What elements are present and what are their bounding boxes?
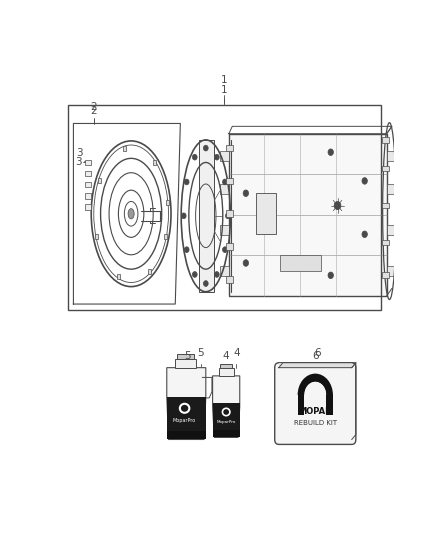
Text: 4: 4 xyxy=(223,351,230,361)
Bar xyxy=(226,243,233,250)
Bar xyxy=(381,137,389,143)
Bar xyxy=(220,365,232,368)
Circle shape xyxy=(215,154,219,160)
Text: 1: 1 xyxy=(221,75,228,85)
Circle shape xyxy=(328,149,333,156)
Bar xyxy=(164,234,167,239)
Text: 5: 5 xyxy=(198,348,204,358)
Bar xyxy=(85,182,92,188)
Bar xyxy=(219,368,233,376)
Bar xyxy=(381,203,389,208)
Text: ®: ® xyxy=(326,407,331,413)
FancyBboxPatch shape xyxy=(275,363,356,445)
Circle shape xyxy=(203,281,208,286)
Text: 2: 2 xyxy=(91,106,97,116)
Bar xyxy=(85,171,92,176)
Circle shape xyxy=(226,213,230,219)
Bar xyxy=(167,431,206,440)
Circle shape xyxy=(362,231,367,238)
Bar xyxy=(95,234,99,239)
Circle shape xyxy=(243,190,249,197)
Bar xyxy=(387,151,395,161)
Text: MOPAR: MOPAR xyxy=(298,407,332,416)
Bar xyxy=(280,255,321,271)
Bar xyxy=(226,177,233,184)
Text: 3: 3 xyxy=(76,148,83,158)
Bar xyxy=(387,225,395,235)
Bar xyxy=(381,272,389,278)
Bar xyxy=(279,363,352,368)
Bar xyxy=(153,160,156,165)
Circle shape xyxy=(334,201,341,209)
Bar xyxy=(85,204,92,209)
Ellipse shape xyxy=(128,208,134,219)
Bar xyxy=(220,151,229,161)
Bar xyxy=(387,266,395,276)
Polygon shape xyxy=(212,376,240,438)
Bar xyxy=(117,274,120,279)
Bar xyxy=(167,397,206,432)
Bar xyxy=(220,184,229,194)
Text: 2: 2 xyxy=(91,102,97,112)
Bar xyxy=(212,402,240,431)
Ellipse shape xyxy=(182,406,187,411)
Bar xyxy=(166,200,169,205)
Bar xyxy=(177,354,194,359)
Bar xyxy=(98,178,101,183)
Wedge shape xyxy=(304,382,326,395)
Bar xyxy=(220,266,229,276)
Bar xyxy=(148,269,151,274)
Bar xyxy=(226,276,233,282)
Text: MoparPro: MoparPro xyxy=(216,420,236,424)
Circle shape xyxy=(203,145,208,151)
Circle shape xyxy=(181,213,186,219)
Circle shape xyxy=(243,260,249,266)
Circle shape xyxy=(184,179,189,185)
Circle shape xyxy=(184,247,189,253)
Bar xyxy=(68,105,381,310)
Circle shape xyxy=(328,272,333,279)
Bar xyxy=(85,193,92,199)
Wedge shape xyxy=(298,374,333,395)
Bar xyxy=(298,394,304,415)
Bar xyxy=(387,184,395,194)
Bar xyxy=(199,140,214,292)
Bar xyxy=(175,359,196,368)
Bar xyxy=(229,134,387,296)
Bar xyxy=(220,225,229,235)
Text: REBUILD KIT: REBUILD KIT xyxy=(294,420,337,426)
Bar xyxy=(212,431,240,438)
Bar xyxy=(85,159,92,165)
Text: MoparPro: MoparPro xyxy=(173,418,196,423)
Text: 3: 3 xyxy=(75,157,82,167)
Circle shape xyxy=(223,179,227,185)
Circle shape xyxy=(192,272,197,277)
Bar xyxy=(381,240,389,245)
Text: 5: 5 xyxy=(184,351,191,361)
Bar xyxy=(256,193,276,235)
Polygon shape xyxy=(167,368,206,440)
Circle shape xyxy=(362,177,367,184)
Circle shape xyxy=(215,272,219,277)
Ellipse shape xyxy=(224,410,228,414)
Text: 6: 6 xyxy=(312,351,319,361)
Bar xyxy=(326,394,333,415)
Circle shape xyxy=(223,247,227,253)
Bar xyxy=(381,166,389,172)
Circle shape xyxy=(192,154,197,160)
Bar xyxy=(226,211,233,217)
Text: 6: 6 xyxy=(314,348,321,358)
Bar xyxy=(123,146,127,151)
Text: 1: 1 xyxy=(221,85,228,95)
Bar xyxy=(226,145,233,151)
Text: 4: 4 xyxy=(233,348,240,358)
